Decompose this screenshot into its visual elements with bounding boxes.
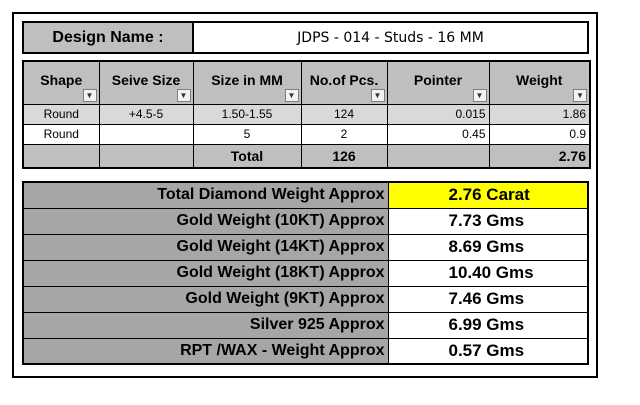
header-size-mm: Size in MM ▼ [192, 60, 302, 105]
summary-label[interactable]: Total Diamond Weight Approx [22, 181, 389, 209]
cell-empty[interactable] [386, 143, 490, 169]
weight-summary-table: Total Diamond Weight Approx 2.76 Carat G… [22, 181, 589, 365]
summary-row: Silver 925 Approx 6.99 Gms [22, 311, 589, 339]
design-name-value[interactable]: JDPS - 014 - Studs - 16 MM [297, 29, 484, 46]
cell-pcs[interactable]: 2 [300, 123, 388, 145]
summary-row: Total Diamond Weight Approx 2.76 Carat [22, 181, 589, 209]
table-row: Round 5 2 0.45 0.9 [22, 123, 591, 145]
summary-value[interactable]: 7.73 Gms [387, 207, 589, 235]
summary-value[interactable]: 10.40 Gms [387, 259, 589, 287]
summary-value[interactable]: 2.76 Carat [387, 181, 589, 209]
chevron-down-icon[interactable]: ▼ [573, 88, 587, 102]
header-row: Shape ▼ Seive Size ▼ Size in MM ▼ No.of Pcs… [22, 60, 591, 105]
cell-pcs[interactable]: 124 [300, 103, 388, 125]
chevron-down-icon[interactable]: ▼ [472, 88, 487, 102]
summary-label[interactable]: Silver 925 Approx [22, 311, 389, 339]
total-row: Total 126 2.76 [22, 143, 591, 169]
cell-empty[interactable] [22, 143, 100, 169]
cell-weight[interactable]: 1.86 [488, 103, 591, 125]
filter-icon[interactable]: ▼ [370, 88, 385, 102]
cell-weight[interactable]: 0.9 [488, 123, 591, 145]
summary-value[interactable]: 6.99 Gms [387, 311, 589, 339]
header-pcs: No.of Pcs. ▼ [300, 60, 388, 105]
header-seive-size: Seive Size ▼ [98, 60, 194, 105]
design-name-label: Design Name : [24, 23, 194, 52]
header-shape: Shape ▼ [22, 60, 100, 105]
summary-label[interactable]: Gold Weight (18KT) Approx [22, 259, 389, 287]
summary-row: Gold Weight (18KT) Approx 10.40 Gms [22, 259, 589, 287]
cell-empty[interactable] [98, 143, 194, 169]
cell-size-mm[interactable]: 5 [192, 123, 302, 145]
table-row: Round +4.5-5 1.50-1.55 124 0.015 1.86 [22, 103, 591, 125]
summary-row: RPT /WAX - Weight Approx 0.57 Gms [22, 337, 589, 365]
cell-size-mm[interactable]: 1.50-1.55 [192, 103, 302, 125]
total-label[interactable]: Total [192, 143, 302, 169]
cell-seive-size[interactable]: +4.5-5 [98, 103, 194, 125]
summary-value[interactable]: 7.46 Gms [387, 285, 589, 313]
summary-value[interactable]: 0.57 Gms [387, 337, 589, 365]
cell-seive-size[interactable] [98, 123, 194, 145]
cell-shape[interactable]: Round [22, 123, 100, 145]
cell-shape[interactable]: Round [22, 103, 100, 125]
total-weight[interactable]: 2.76 [488, 143, 591, 169]
summary-label[interactable]: Gold Weight (9KT) Approx [22, 285, 389, 313]
summary-label[interactable]: Gold Weight (14KT) Approx [22, 233, 389, 261]
chevron-down-icon[interactable]: ▼ [284, 88, 299, 102]
cell-pointer[interactable]: 0.45 [386, 123, 490, 145]
summary-value[interactable]: 8.69 Gms [387, 233, 589, 261]
chevron-down-icon[interactable]: ▼ [82, 88, 97, 102]
summary-label[interactable]: RPT /WAX - Weight Approx [22, 337, 389, 365]
total-pcs[interactable]: 126 [300, 143, 388, 169]
header-weight: Weight ▼ [488, 60, 591, 105]
summary-row: Gold Weight (10KT) Approx 7.73 Gms [22, 207, 589, 235]
stone-detail-table: Shape ▼ Seive Size ▼ Size in MM ▼ No.of Pcs… [22, 60, 591, 169]
summary-row: Gold Weight (14KT) Approx 8.69 Gms [22, 233, 589, 261]
summary-label[interactable]: Gold Weight (10KT) Approx [22, 207, 389, 235]
header-pointer: Pointer ▼ [386, 60, 490, 105]
design-name-bar: Design Name : JDPS - 014 - Studs - 16 MM [22, 21, 589, 54]
cell-pointer[interactable]: 0.015 [386, 103, 490, 125]
chevron-down-icon[interactable]: ▼ [176, 88, 191, 102]
summary-row: Gold Weight (9KT) Approx 7.46 Gms [22, 285, 589, 313]
